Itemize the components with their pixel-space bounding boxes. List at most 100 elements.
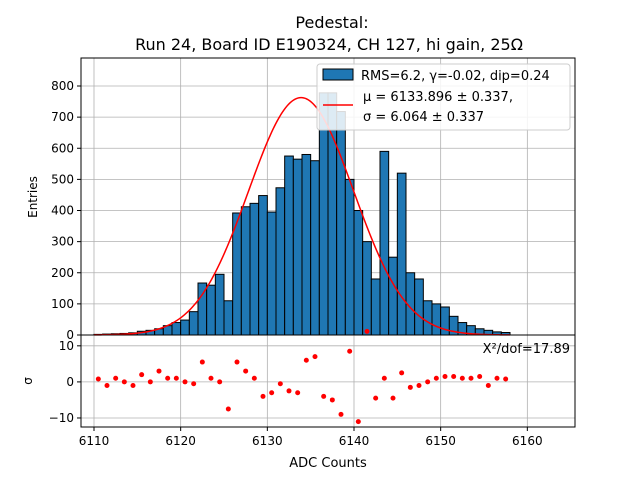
histogram-panel: 0 100 200 300 400 500 600 700 800 Entries RMS=6.… [26,57,576,342]
residual-point [442,373,448,379]
legend: RMS=6.2, γ=-0.02, dip=0.24 μ = 6133.896 … [316,63,571,131]
histogram-bar [431,303,442,336]
residual-point [295,390,301,396]
residual-point [165,375,171,381]
residual-point [173,375,179,381]
residual-point [217,379,223,385]
residual-point [208,375,214,381]
histogram-bar [336,111,346,336]
residual-point [381,375,387,381]
residual-y-ticks: −10 0 10 [49,339,81,425]
histogram-bar [362,241,372,336]
residual-point [425,379,431,385]
histogram-bar [171,322,182,336]
histogram-bar [240,206,251,336]
residual-point [147,379,153,385]
residual-point [373,395,379,401]
histogram-bar [266,211,277,336]
residual-point [251,375,257,381]
residual-point [286,388,292,394]
gaussian-fit-curve [93,96,511,336]
residual-point [477,373,483,379]
histogram-y-tick-label: 300 [51,235,74,249]
histogram-bar [301,153,312,336]
residual-point [113,375,119,381]
chart-title: Pedestal: [295,13,368,32]
legend-fit-label-line1: μ = 6133.896 ± 0.337, [363,90,513,105]
residual-point [347,348,353,354]
histogram-y-tick-label: 600 [51,141,74,155]
histogram-bar [214,273,225,336]
histogram-bar [188,311,199,336]
residual-point [459,375,465,381]
histogram-bar [396,172,407,336]
x-axis-label: ADC Counts [289,456,367,471]
residual-point [199,359,205,365]
histogram-y-tick-label: 400 [51,204,74,218]
x-tick-label: 6150 [425,434,456,448]
residual-point [104,383,110,389]
x-tick-label: 6130 [252,434,283,448]
histogram-y-tick-label: 800 [51,79,74,93]
histogram-y-ticks: 0 100 200 300 400 500 600 700 800 [51,79,81,342]
residual-point [303,357,309,363]
residual-x-ticks: 6110 6120 6130 6140 6150 6160 [79,427,543,448]
histogram-bar [249,202,260,336]
residual-frame [80,334,576,428]
residual-y-tick-label: 0 [66,375,74,389]
residual-point [191,381,197,387]
residual-point [121,379,127,385]
histogram-bar [353,210,364,336]
x-tick-label: 6120 [165,434,196,448]
residual-point [494,375,500,381]
residual-point [260,393,266,399]
legend-box [316,63,571,131]
legend-histogram-label: RMS=6.2, γ=-0.02, dip=0.24 [361,69,550,84]
histogram-bar [284,155,294,336]
residual-point [95,376,101,382]
residual-point [329,397,335,403]
residual-point [269,390,275,396]
residual-point [485,383,491,389]
histogram-bar [258,195,268,336]
histogram-bar [206,284,216,336]
residual-point [130,383,136,389]
histogram-y-tick-label: 0 [66,328,74,342]
legend-histogram-swatch [322,68,354,81]
residual-point [338,411,344,417]
histogram-bar [414,278,424,336]
residual-point [416,383,422,389]
residual-point [407,384,413,390]
histogram-y-tick-label: 700 [51,110,74,124]
residual-point [312,354,318,360]
residual-point [355,419,361,425]
residual-point [234,359,240,365]
residual-y-tick-label: 10 [59,339,74,353]
residual-point [433,375,439,381]
residual-point [390,395,396,401]
chi2-annotation: X²/dof=17.89 [483,342,570,357]
residual-point [182,379,188,385]
residual-point [364,328,370,334]
histogram-bars [93,92,511,336]
residual-point [451,373,457,379]
residual-point [321,393,327,399]
residual-point [399,370,405,376]
residual-y-label: σ [21,377,35,385]
residual-grid [81,335,575,427]
x-tick-label: 6140 [339,434,370,448]
histogram-bar [422,300,433,336]
histogram-bar [344,178,355,336]
residual-point [156,368,162,374]
histogram-bar [223,300,234,336]
residual-point [503,376,509,382]
histogram-y-label: Entries [26,176,40,218]
legend-fit-label-line2: σ = 6.064 ± 0.337 [363,110,484,125]
residual-point [139,372,145,378]
residual-point [277,381,283,387]
histogram-y-tick-label: 100 [51,297,74,311]
chart-subtitle: Run 24, Board ID E190324, CH 127, hi gai… [135,35,523,54]
residual-point [225,406,231,412]
